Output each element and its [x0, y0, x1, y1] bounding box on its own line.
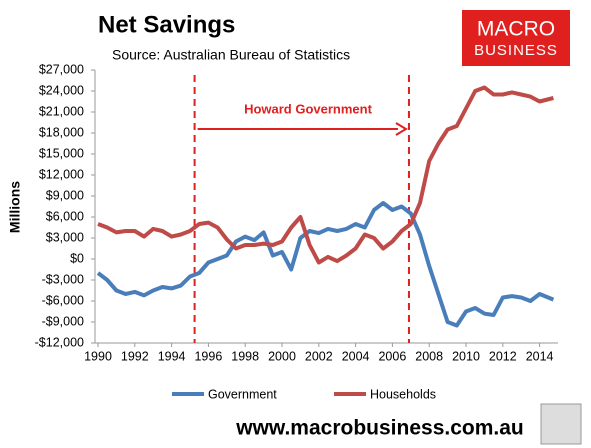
x-tick-label: 2014	[526, 349, 554, 363]
x-tick-label: 2004	[342, 349, 370, 363]
y-tick-label: $27,000	[39, 62, 84, 76]
x-tick-label: 1996	[194, 349, 222, 363]
y-tick-label: -$3,000	[42, 272, 84, 286]
series-line	[97, 85, 554, 265]
legend-label: Households	[370, 387, 436, 401]
logo-icon	[540, 403, 582, 445]
x-tick-label: 1994	[158, 349, 186, 363]
footer: www.macrobusiness.com.au	[235, 417, 523, 440]
logo-box	[462, 10, 570, 66]
x-tick-label: 2006	[378, 349, 406, 363]
y-tick-label: $18,000	[39, 125, 84, 139]
chart-subtitle: Source: Australian Bureau of Statistics	[112, 47, 350, 63]
x-tick-label: 2000	[268, 349, 296, 363]
logo-text: BUSINESS	[474, 42, 558, 59]
x-tick-label: 2008	[415, 349, 443, 363]
y-tick-label: -$9,000	[42, 314, 84, 328]
x-tick-label: 1990	[84, 349, 112, 363]
annotation-arrowhead	[395, 122, 408, 136]
logo-text: MACRO	[477, 18, 555, 41]
y-tick-label: $9,000	[46, 188, 84, 202]
x-tick-label: 2010	[452, 349, 480, 363]
x-tick-label: 1992	[121, 349, 149, 363]
x-tick-label: 2002	[305, 349, 333, 363]
x-tick-label: 1998	[231, 349, 259, 363]
y-tick-label: $12,000	[39, 167, 84, 181]
y-tick-label: -$12,000	[35, 335, 84, 349]
y-tick-label: $15,000	[39, 146, 84, 160]
y-tick-label: -$6,000	[42, 293, 84, 307]
y-axis-label: Millions	[7, 181, 23, 233]
series-line	[96, 201, 555, 328]
y-tick-label: $6,000	[46, 209, 84, 223]
y-tick-label: $0	[70, 251, 84, 265]
y-tick-label: $24,000	[39, 83, 84, 97]
legend-label: Government	[208, 387, 277, 401]
x-tick-label: 2012	[489, 349, 517, 363]
y-tick-label: $21,000	[39, 104, 84, 118]
annotation: Howard Government	[244, 101, 373, 116]
y-tick-label: $3,000	[46, 230, 84, 244]
chart-title: Net Savings	[98, 11, 235, 38]
